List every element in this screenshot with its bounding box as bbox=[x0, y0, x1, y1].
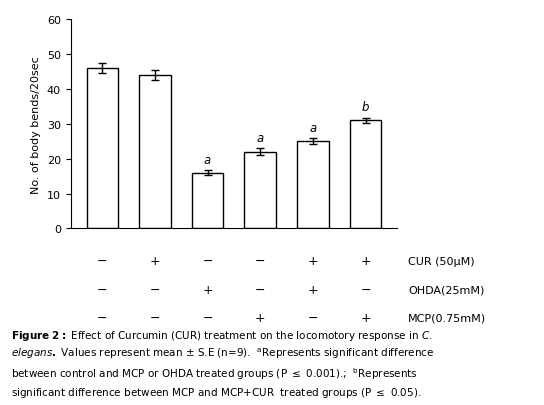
Text: OHDA(25mM): OHDA(25mM) bbox=[408, 285, 484, 294]
Text: −: − bbox=[360, 283, 371, 296]
Text: $\mathbf{Figure\ 2:}$ Effect of Curcumin (CUR) treatment on the locomotory respo: $\mathbf{Figure\ 2:}$ Effect of Curcumin… bbox=[11, 328, 434, 399]
Bar bbox=[86, 69, 118, 229]
Text: −: − bbox=[255, 283, 265, 296]
Text: +: + bbox=[360, 255, 371, 268]
Text: +: + bbox=[360, 311, 371, 324]
Text: a: a bbox=[204, 153, 211, 166]
Bar bbox=[244, 152, 276, 229]
Bar bbox=[297, 142, 329, 229]
Bar bbox=[192, 173, 224, 229]
Text: b: b bbox=[362, 101, 369, 114]
Text: −: − bbox=[150, 283, 160, 296]
Text: −: − bbox=[202, 311, 213, 324]
Text: a: a bbox=[257, 132, 264, 145]
Text: −: − bbox=[308, 311, 318, 324]
Text: −: − bbox=[97, 283, 108, 296]
Bar bbox=[139, 76, 171, 229]
Text: +: + bbox=[202, 283, 213, 296]
Text: MCP(0.75mM): MCP(0.75mM) bbox=[408, 313, 486, 323]
Text: +: + bbox=[150, 255, 160, 268]
Text: −: − bbox=[150, 311, 160, 324]
Text: −: − bbox=[97, 311, 108, 324]
Text: a: a bbox=[309, 122, 317, 135]
Text: −: − bbox=[202, 255, 213, 268]
Text: −: − bbox=[97, 255, 108, 268]
Text: +: + bbox=[255, 311, 265, 324]
Y-axis label: No. of body bends/20sec: No. of body bends/20sec bbox=[32, 56, 41, 193]
Text: −: − bbox=[255, 255, 265, 268]
Text: CUR (50μM): CUR (50μM) bbox=[408, 256, 474, 266]
Text: +: + bbox=[307, 283, 318, 296]
Text: +: + bbox=[307, 255, 318, 268]
Bar bbox=[350, 121, 381, 229]
